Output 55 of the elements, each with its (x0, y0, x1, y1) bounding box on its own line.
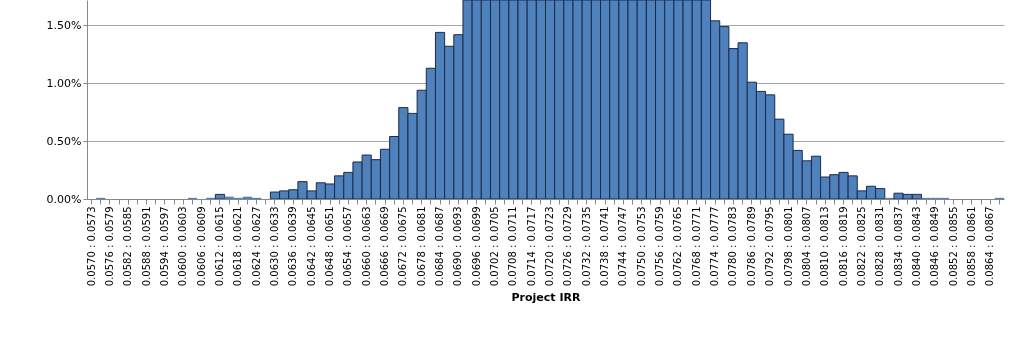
x-tick-label: 0.0588 : 0.0591 (140, 206, 152, 287)
x-tick-label: 0.0762 : 0.0765 (672, 206, 684, 287)
x-tick-label: 0.0618 : 0.0621 (232, 206, 244, 287)
x-tick-label: 0.0690 : 0.0693 (452, 206, 464, 287)
x-tick-label: 0.0714 : 0.0717 (525, 206, 537, 287)
x-tick-label: 0.0720 : 0.0723 (544, 206, 556, 287)
x-tick-label: 0.0780 : 0.0783 (727, 206, 739, 287)
x-tick-label: 0.0810 : 0.0813 (819, 206, 831, 287)
x-tick-label: 0.0732 : 0.0735 (580, 206, 592, 287)
x-tick-label: 0.0792 : 0.0795 (764, 206, 776, 287)
x-tick-label: 0.0828 : 0.0831 (874, 206, 886, 287)
x-tick-label: 0.0786 : 0.0789 (745, 206, 757, 287)
x-tick-label: 0.0846 : 0.0849 (929, 206, 941, 287)
x-tick-label: 0.0708 : 0.0711 (507, 206, 519, 287)
x-tick-label: 0.0816 : 0.0819 (837, 206, 849, 287)
x-tick-label: 0.0696 : 0.0699 (470, 206, 482, 287)
x-tick-label: 0.0666 : 0.0669 (379, 206, 391, 287)
x-tick-label: 0.0612 : 0.0615 (213, 206, 225, 287)
y-tick-label: 1.00% (46, 76, 82, 90)
x-tick-label: 0.0648 : 0.0651 (324, 206, 336, 287)
x-tick-label: 0.0600 : 0.0603 (177, 206, 189, 287)
x-tick-label: 0.0756 : 0.0759 (654, 206, 666, 287)
x-tick-label: 0.0630 : 0.0633 (268, 206, 280, 287)
x-tick-label: 0.0768 : 0.0771 (690, 206, 702, 287)
x-tick-label: 0.0654 : 0.0657 (342, 206, 354, 287)
x-tick-label: 0.0852 : 0.0855 (947, 206, 959, 287)
x-tick-label: 0.0672 : 0.0675 (397, 206, 409, 287)
x-tick-label: 0.0858 : 0.0861 (965, 206, 977, 287)
x-tick-label: 0.0702 : 0.0705 (489, 206, 501, 287)
x-axis-title: Project IRR (511, 291, 581, 305)
x-tick-label: 0.0660 : 0.0663 (360, 206, 372, 287)
x-tick-label: 0.0798 : 0.0801 (782, 206, 794, 287)
x-tick-label: 0.0636 : 0.0639 (287, 206, 299, 287)
x-tick-label: 0.0570 : 0.0573 (85, 206, 97, 287)
x-tick-label: 0.0606 : 0.0609 (195, 206, 207, 287)
x-tick-label: 0.0684 : 0.0687 (434, 206, 446, 287)
x-tick-label: 0.0678 : 0.0681 (415, 206, 427, 287)
x-tick-label: 0.0624 : 0.0627 (250, 206, 262, 287)
x-tick-label: 0.0744 : 0.0747 (617, 206, 629, 287)
x-tick-label: 0.0642 : 0.0645 (305, 206, 317, 287)
x-tick-label: 0.0804 : 0.0807 (800, 206, 812, 287)
x-tick-label: 0.0840 : 0.0843 (910, 206, 922, 287)
x-tick-label: 0.0834 : 0.0837 (892, 206, 904, 287)
y-tick-label: 0.50% (46, 134, 82, 148)
y-tick-label: 1.50% (46, 18, 82, 32)
y-tick-label: 0.00% (46, 192, 82, 206)
x-tick-label: 0.0726 : 0.0729 (562, 206, 574, 287)
x-tick-label: 0.0582 : 0.0585 (122, 206, 134, 287)
x-tick-label: 0.0594 : 0.0597 (158, 206, 170, 287)
x-tick-label: 0.0750 : 0.0753 (635, 206, 647, 287)
x-tick-label: 0.0576 : 0.0579 (103, 206, 115, 287)
x-tick-label: 0.0864 : 0.0867 (984, 206, 996, 287)
x-tick-label: 0.0774 : 0.0777 (709, 206, 721, 287)
x-tick-label: 0.0822 : 0.0825 (855, 206, 867, 287)
x-tick-label: 0.0738 : 0.0741 (599, 206, 611, 287)
